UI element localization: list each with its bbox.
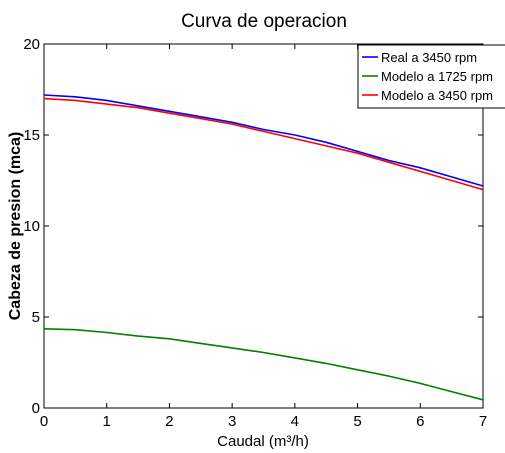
x-tick-label: 0 xyxy=(40,413,48,430)
x-tick-label: 7 xyxy=(479,413,487,430)
y-tick-label: 5 xyxy=(32,309,40,326)
x-tick-label: 5 xyxy=(353,413,361,430)
legend: Real a 3450 rpm Modelo a 1725 rpm Modelo a… xyxy=(357,44,505,109)
legend-label: Real a 3450 rpm xyxy=(381,50,477,65)
y-tick-label: 0 xyxy=(32,400,40,417)
series-line-3 xyxy=(43,97,484,191)
series-layer xyxy=(43,94,484,401)
y-axis-label: Cabeza de presion (mca) xyxy=(7,132,24,321)
y-tick-label: 20 xyxy=(23,36,40,53)
x-tick-label: 1 xyxy=(103,413,111,430)
y-tick-label: 10 xyxy=(23,218,40,235)
x-tick-label: 2 xyxy=(165,413,173,430)
legend-label: Modelo a 3450 rpm xyxy=(381,88,493,103)
x-axis-label: Caudal (m³/h) xyxy=(217,433,309,450)
x-tick-label: 6 xyxy=(416,413,424,430)
legend-box xyxy=(357,44,505,109)
x-tick-label: 4 xyxy=(291,413,299,430)
chart-title: Curva de operacion xyxy=(181,11,347,32)
axis-ticks: 0 1 2 3 4 5 6 7 0 5 10 15 20 xyxy=(23,36,487,430)
y-tick-label: 15 xyxy=(23,127,40,144)
series-line-1 xyxy=(43,94,484,187)
series-line-2 xyxy=(43,328,484,401)
legend-label: Modelo a 1725 rpm xyxy=(381,69,493,84)
x-tick-label: 3 xyxy=(228,413,236,430)
